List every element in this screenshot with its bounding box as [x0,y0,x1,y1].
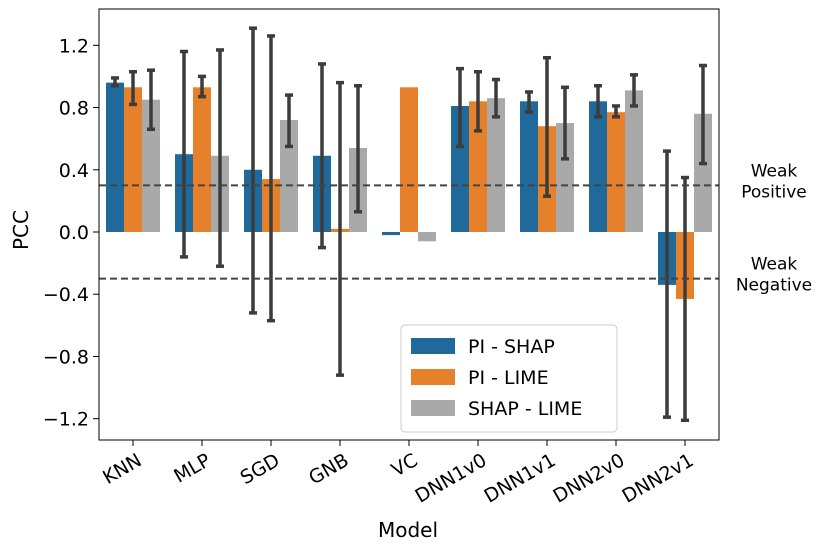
bar-dnn1v1-s2 [556,123,574,232]
x-tick-label-dnn2v1: DNN2v1 [619,449,698,507]
x-tick-label-sgd: SGD [237,449,284,489]
reference-label-0-line2: Positive [741,182,807,202]
legend-swatch-s0 [411,338,455,354]
bar-knn-s2 [142,99,160,233]
errorbar-dnn1v0-s2 [492,77,500,119]
errorbar-dnn2v1-s2 [699,63,707,166]
legend-label-s2: SHAP - LIME [468,398,582,420]
x-tick-label-knn: KNN [99,449,145,488]
errorbar-dnn2v0-s2 [630,73,638,108]
errorbar-mlp-s0 [180,49,188,259]
bar-dnn2v0-s0 [589,101,607,233]
errorbar-dnn2v1-s0 [663,149,671,419]
legend: PI - SHAP PI - LIME SHAP - LIME [400,324,618,433]
x-axis-label: Model [378,518,438,542]
bar-sgd-s2 [280,119,298,232]
bars-layer [106,82,712,299]
legend-swatch-s2 [411,400,455,416]
errorbar-sgd-s2 [285,93,293,149]
errorbar-dnn1v1-s1 [543,55,551,198]
errorbar-dnn1v1-s0 [525,90,533,114]
bar-knn-s0 [106,82,124,233]
legend-swatch-s1 [411,369,455,385]
errorbar-sgd-s0 [249,26,257,315]
y-tick-label: −0.8 [43,346,89,368]
errorbar-dnn2v0-s0 [594,83,602,119]
bar-mlp-s1 [193,87,211,233]
errorbar-gnb-s0 [318,62,326,250]
bar-dnn2v0-s2 [625,90,643,233]
y-tick-label: 0.8 [59,98,89,120]
legend-label-s0: PI - SHAP [468,336,555,358]
y-tick-label: 0.4 [59,160,89,182]
y-tick-label: −0.4 [43,284,89,306]
errorbar-knn-s0 [111,76,119,88]
errorbar-sgd-s1 [267,34,275,323]
bar-knn-s1 [124,87,142,233]
bar-dnn1v1-s0 [520,101,538,233]
errorbar-dnn2v0-s1 [612,104,620,119]
errorbar-knn-s1 [129,69,137,107]
y-axis-label: PCC [9,210,33,250]
errorbars-layer [111,26,707,423]
x-tick-label-dnn2v0: DNN2v0 [550,449,629,507]
y-tick-label: 0.0 [59,222,89,244]
x-tick-label-dnn1v1: DNN1v1 [481,449,560,507]
x-tick-label-gnb: GNB [305,449,352,489]
x-tick-label-dnn1v0: DNN1v0 [412,449,491,507]
bar-dnn1v0-s0 [451,105,469,232]
errorbar-mlp-s2 [216,48,224,268]
y-tick-label: 1.2 [59,35,89,57]
errorbar-dnn1v0-s1 [474,69,482,133]
errorbar-dnn1v1-s2 [561,85,569,161]
x-tick-label-mlp: MLP [170,449,214,487]
errorbar-gnb-s1 [336,80,344,377]
bar-dnn2v0-s1 [607,112,625,232]
errorbar-mlp-s1 [198,74,206,99]
bar-dnn1v0-s2 [487,98,505,233]
y-tick-label: −1.2 [43,409,89,431]
errorbar-dnn2v1-s1 [681,175,689,423]
bar-dnn1v0-s1 [469,101,487,233]
errorbar-dnn1v0-s0 [456,66,464,149]
bar-vc-s2 [418,232,436,242]
errorbar-knn-s2 [147,68,155,132]
errorbar-gnb-s2 [354,83,362,214]
bar-dnn2v1-s2 [694,113,712,232]
legend-label-s1: PI - LIME [468,367,549,389]
x-tick-label-vc: VC [388,449,422,481]
bar-vc-s1 [400,87,418,233]
reference-label-1-line2: Negative [736,276,812,296]
reference-label-0-line1: Weak [751,161,798,181]
reference-label-1-line1: Weak [751,255,798,275]
bar-vc-s0 [382,232,400,236]
